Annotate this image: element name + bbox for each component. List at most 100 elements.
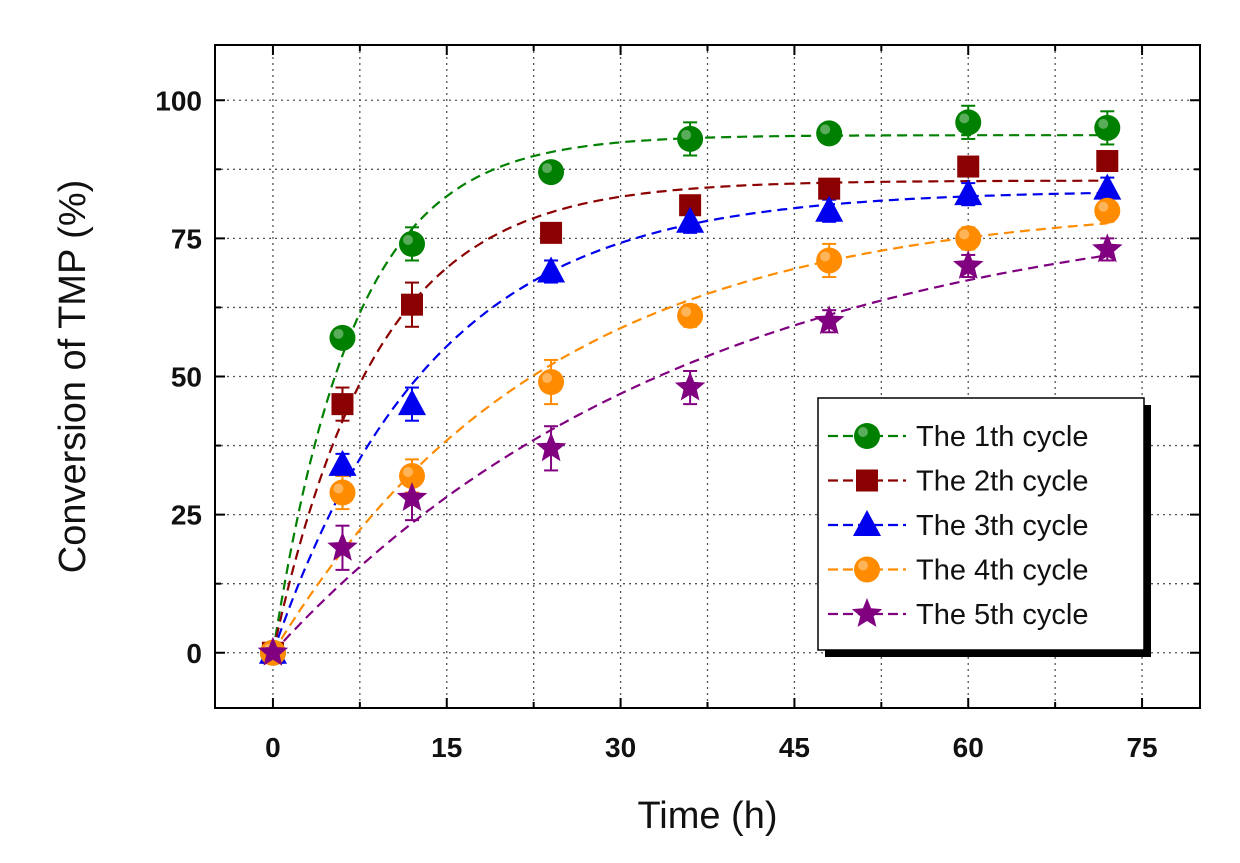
legend-marker	[854, 423, 880, 449]
data-point-series-4-highlight	[959, 229, 970, 240]
data-point-series-3	[1093, 173, 1122, 200]
data-point-series-5	[396, 482, 428, 511]
data-point-series-2	[957, 155, 980, 178]
data-point-series-2	[401, 293, 423, 316]
data-point-series-1	[677, 125, 704, 152]
data-point-series-1-body	[1094, 114, 1121, 141]
data-point-series-4	[955, 225, 982, 252]
data-point-series-1	[329, 324, 356, 351]
x-tick-label: 30	[605, 732, 636, 763]
legend-marker	[851, 598, 883, 627]
data-point-series-3	[815, 195, 844, 222]
x-tick-label: 45	[779, 732, 810, 763]
data-point-series-4-highlight	[403, 466, 413, 477]
data-point-series-2	[331, 393, 354, 416]
data-point-series-1-highlight	[820, 124, 831, 135]
x-tick-label: 15	[431, 732, 462, 763]
data-point-series-4-body	[1094, 197, 1121, 224]
data-point-series-1-body	[955, 109, 982, 136]
fit-curve-series-5	[272, 254, 1108, 654]
data-point-series-4	[329, 479, 356, 506]
data-point-series-4-highlight	[681, 306, 692, 317]
data-point-series-4-highlight	[1098, 201, 1109, 212]
data-point-series-4-body	[538, 369, 565, 396]
legend-label: The 2th cycle	[916, 466, 1088, 498]
data-point-series-4	[1094, 197, 1121, 224]
legend-label: The 1th cycle	[916, 421, 1088, 453]
data-point-series-1-body	[538, 159, 565, 186]
data-point-series-3	[954, 179, 983, 206]
data-point-series-2	[540, 221, 563, 244]
data-point-series-4-body	[329, 479, 356, 506]
legend-entry: The 5th cycle	[828, 598, 1088, 631]
data-point-series-5	[814, 305, 845, 335]
data-point-series-5	[1092, 233, 1123, 263]
data-point-series-1	[1094, 114, 1121, 141]
data-point-series-2	[679, 194, 702, 217]
data-point-series-1-highlight	[333, 328, 344, 339]
legend-entry: The 2th cycle	[828, 466, 1088, 498]
data-point-series-5	[535, 432, 567, 462]
data-point-series-1-highlight	[403, 234, 413, 245]
data-point-series-4-highlight	[542, 373, 553, 384]
data-point-series-4-body	[955, 225, 982, 252]
data-point-series-3	[537, 256, 566, 283]
data-point-series-5	[674, 371, 706, 401]
data-point-series-4-body	[677, 302, 704, 329]
data-point-series-2	[818, 177, 841, 200]
legend-marker-body	[854, 423, 880, 449]
data-markers	[257, 109, 1123, 666]
data-point-series-1-highlight	[959, 113, 970, 124]
data-point-series-3	[328, 449, 357, 476]
data-point-series-1	[816, 120, 843, 147]
data-point-series-4	[816, 247, 843, 274]
legend: The 1th cycle The 2th cycle The 3th cycle T…	[817, 397, 1151, 657]
legend-label: The 4th cycle	[916, 555, 1088, 587]
data-point-series-1-highlight	[542, 163, 553, 174]
x-tick-label: 0	[265, 732, 281, 763]
y-tick-label: 0	[186, 638, 202, 669]
legend-entry: The 4th cycle	[828, 555, 1088, 587]
data-point-series-1-highlight	[1098, 118, 1109, 129]
data-point-series-1-highlight	[681, 129, 692, 140]
data-point-series-5	[257, 636, 289, 666]
x-tick-label: 60	[953, 732, 984, 763]
legend-marker-highlight	[858, 427, 868, 437]
data-point-series-4	[399, 462, 425, 489]
y-axis-title: Conversion of TMP (%)	[52, 180, 94, 574]
data-point-series-1-body	[399, 230, 425, 257]
data-point-series-1	[538, 159, 565, 186]
legend-marker	[853, 510, 881, 536]
legend-marker	[856, 469, 878, 492]
data-point-series-1-body	[677, 125, 704, 152]
data-point-series-3	[398, 389, 426, 416]
y-tick-label: 50	[171, 362, 202, 393]
y-tick-label: 75	[171, 223, 202, 254]
data-point-series-1-body	[816, 120, 843, 147]
legend-entry: The 3th cycle	[828, 510, 1088, 542]
data-point-series-1-body	[329, 324, 356, 351]
data-point-series-4-highlight	[820, 251, 831, 262]
y-tick-label: 100	[155, 85, 202, 116]
data-point-series-2	[1096, 150, 1119, 173]
data-point-series-4-body	[399, 462, 425, 489]
data-point-series-4	[538, 369, 565, 396]
legend-marker	[854, 556, 880, 583]
legend-label: The 5th cycle	[916, 599, 1088, 631]
axis-ticks: 0 15 30 45 60 75 0 25 50 75 100	[155, 45, 1200, 763]
y-tick-label: 25	[171, 500, 202, 531]
data-point-series-4-highlight	[333, 483, 344, 494]
data-point-series-3	[676, 206, 705, 233]
data-point-series-5	[327, 531, 358, 561]
data-point-series-1	[955, 109, 982, 136]
legend-entry: The 1th cycle	[828, 421, 1088, 453]
data-point-series-1	[399, 230, 425, 257]
x-tick-label: 75	[1126, 732, 1157, 763]
data-point-series-4-body	[816, 247, 843, 274]
data-point-series-4	[677, 302, 704, 329]
legend-marker-body	[854, 556, 880, 583]
data-point-series-5	[953, 250, 984, 279]
legend-label: The 3th cycle	[916, 510, 1088, 542]
x-axis-title: Time (h)	[637, 795, 777, 837]
